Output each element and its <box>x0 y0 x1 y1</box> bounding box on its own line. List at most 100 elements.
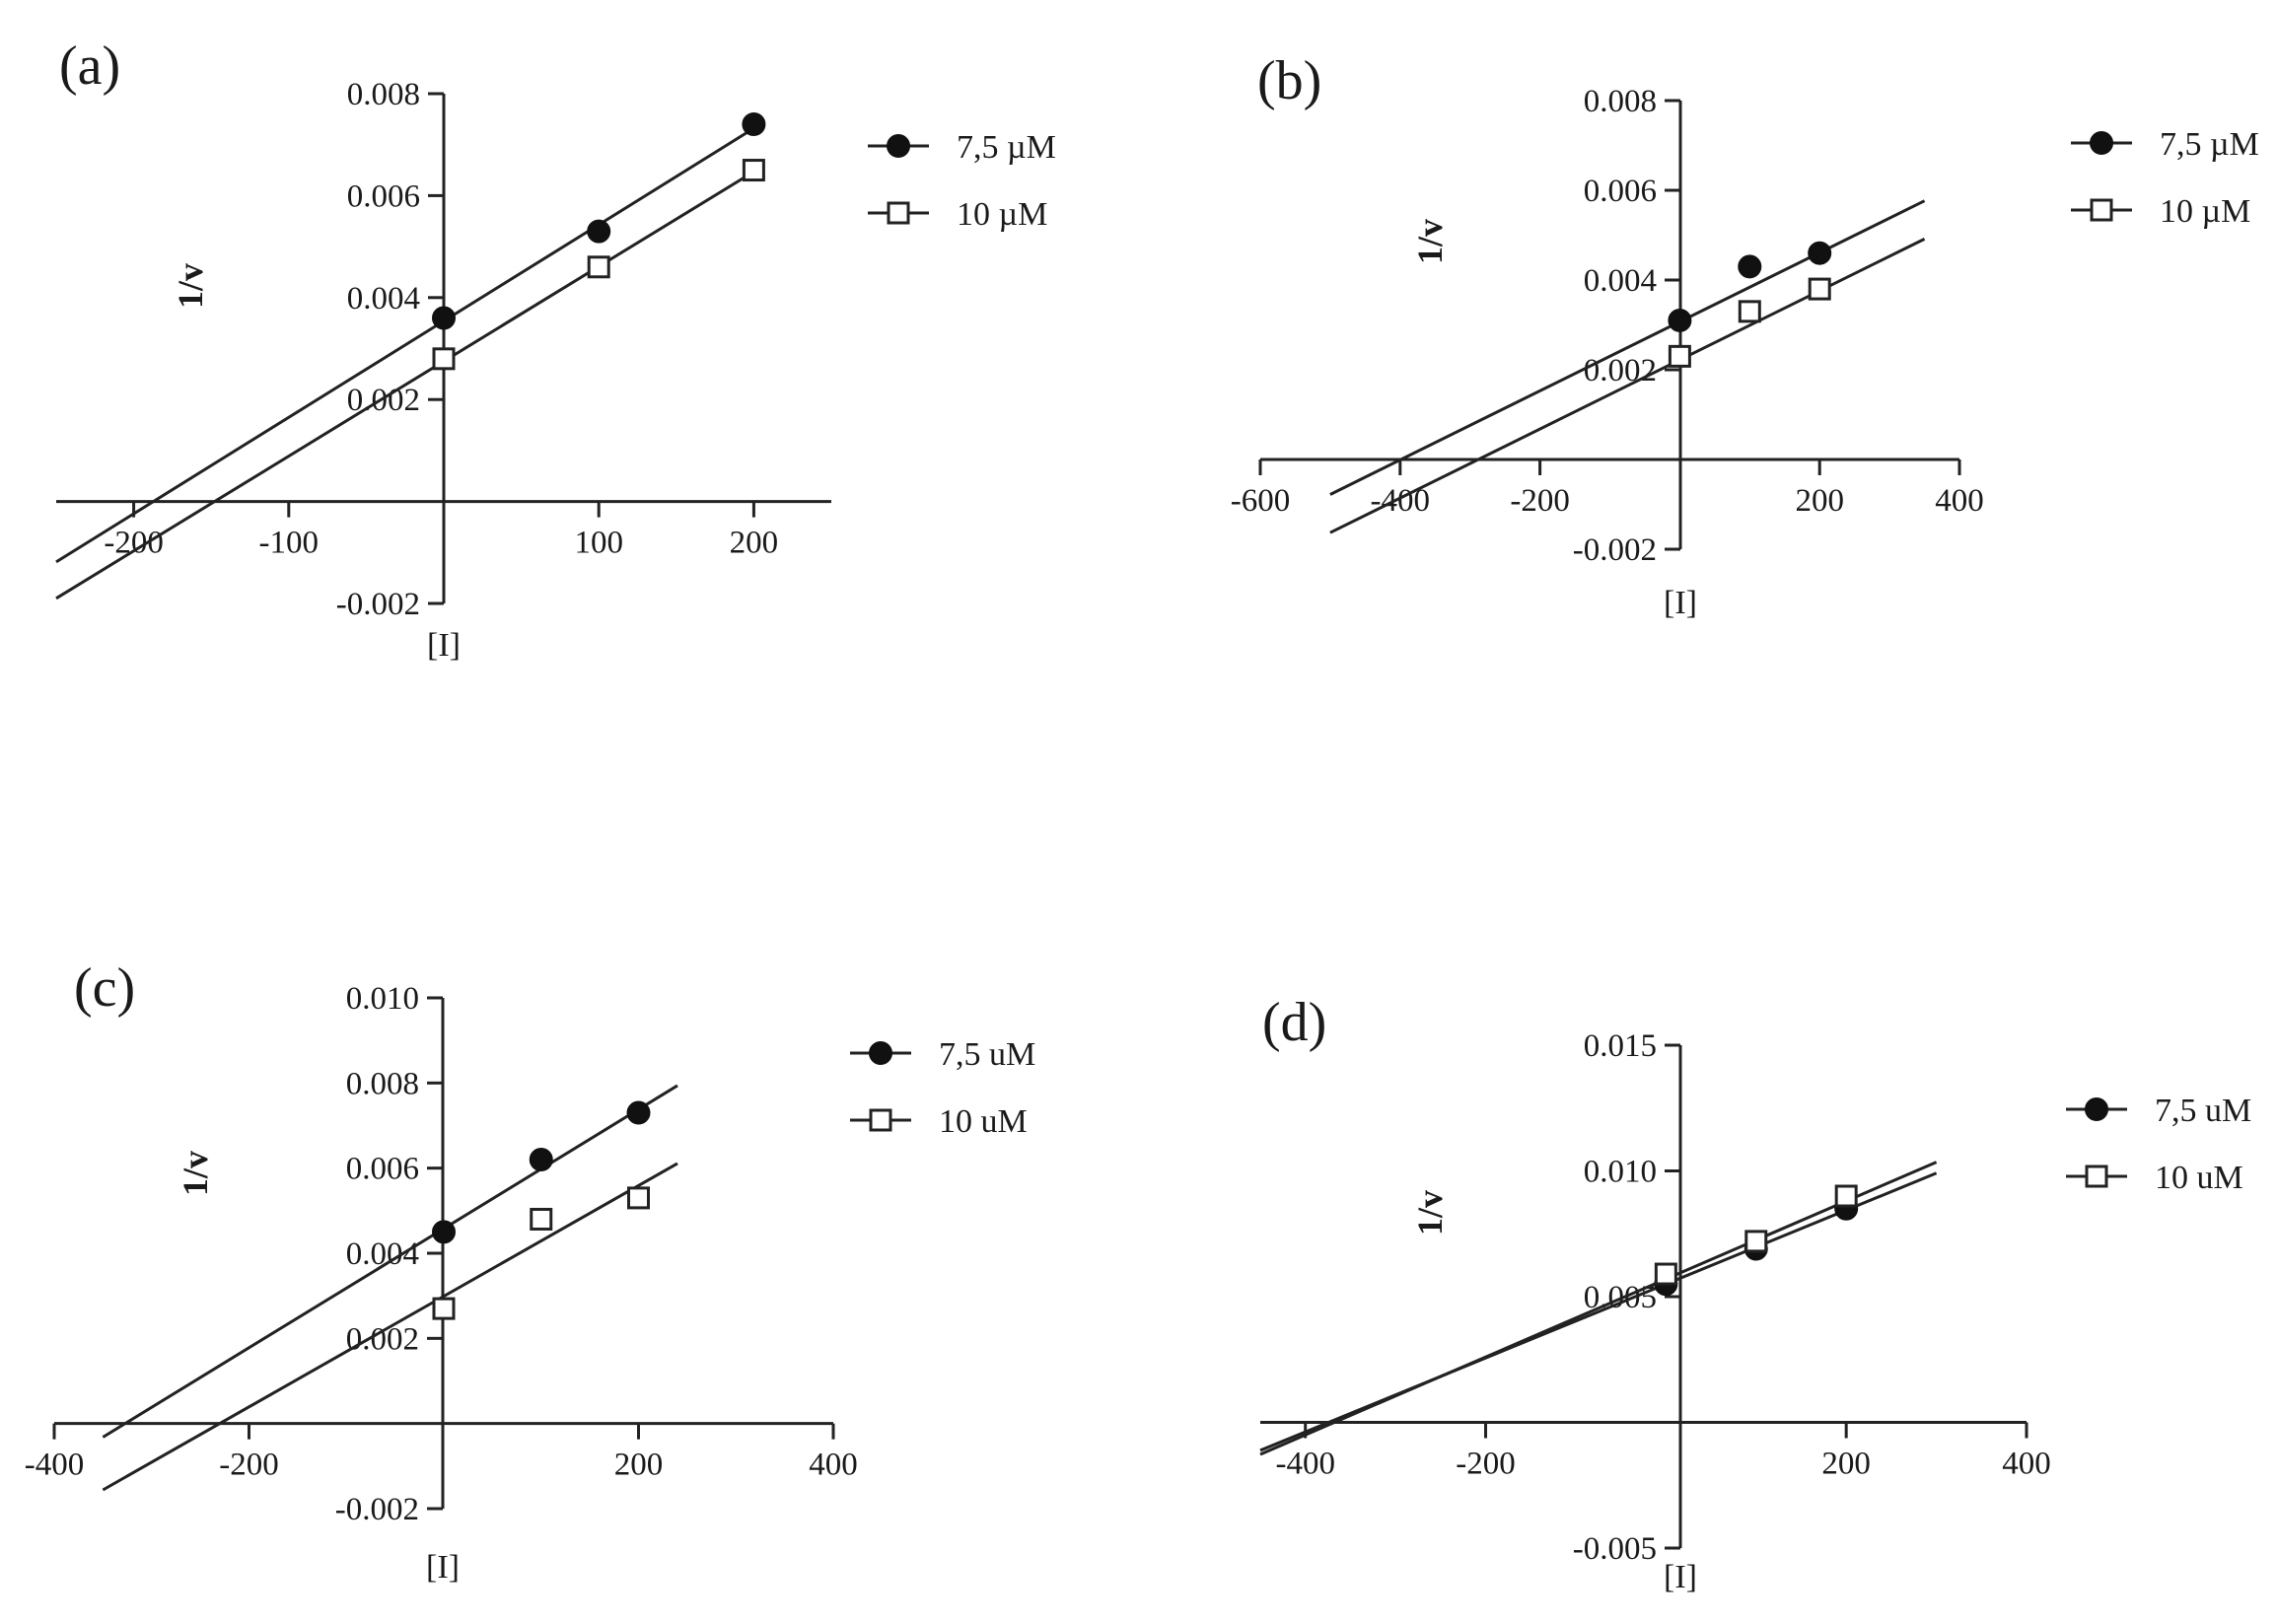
x-tick-label: 200 <box>1821 1447 1871 1482</box>
data-point-series-2 <box>1808 277 1831 301</box>
legend-label: 10 uM <box>939 1103 1028 1140</box>
legend-item: 7,5 µM <box>2071 126 2259 163</box>
panel-b: (b)-600 -400 -200 200 400-0.0020.0020.0040.0… <box>1231 50 2259 621</box>
data-point-series-1 <box>1738 254 1762 279</box>
data-point-series-2 <box>627 1186 650 1210</box>
panel-label: (a) <box>59 35 120 97</box>
legend-marker <box>2090 131 2113 155</box>
y-tick-label: -0.002 <box>1573 532 1657 568</box>
fit-line-series-2 <box>102 1162 678 1492</box>
data-point-series-1 <box>432 306 456 330</box>
data-point-series-2 <box>1744 1230 1768 1253</box>
x-tick-label: 100 <box>574 526 623 561</box>
panel-c: (c)-400 -200 200 400-0.0020.0020.0040.0060.… <box>25 957 1035 1586</box>
legend-label: 10 µM <box>957 196 1047 233</box>
x-axis-title: [I] <box>427 627 461 664</box>
legend-item: 10 uM <box>850 1103 1028 1140</box>
x-tick-label: -600 <box>1231 483 1291 519</box>
legend-item: 7,5 uM <box>2066 1093 2251 1129</box>
x-tick-label: 200 <box>614 1447 664 1483</box>
panel-a: (a)-200 -100 100 200-0.0020.0020.0040.0060.… <box>55 35 1056 664</box>
y-tick-label: -0.002 <box>335 1492 419 1527</box>
x-tick-label: -400 <box>1275 1447 1335 1482</box>
y-tick-label: 0.006 <box>347 178 420 214</box>
y-axis-title: 1/v <box>171 263 210 309</box>
data-point-series-1 <box>626 1100 651 1125</box>
legend-marker <box>869 1041 892 1065</box>
data-point-series-2 <box>432 1297 456 1320</box>
y-tick-label: 0.004 <box>347 281 420 317</box>
legend-label: 7,5 uM <box>2155 1093 2251 1129</box>
x-axis-title: [I] <box>1664 1559 1697 1595</box>
data-point-series-1 <box>587 219 611 244</box>
x-tick-label: -200 <box>219 1447 279 1483</box>
x-tick-label: -400 <box>25 1447 85 1483</box>
x-tick-label: -100 <box>259 526 320 561</box>
data-point-series-1 <box>1668 308 1692 332</box>
x-tick-label: -200 <box>1510 483 1570 519</box>
legend-item: 10 uM <box>2066 1160 2243 1196</box>
data-point-series-1 <box>529 1148 553 1172</box>
y-tick-label: 0.002 <box>346 1321 419 1357</box>
y-tick-label: 0.002 <box>1584 353 1657 388</box>
legend-marker <box>2085 1165 2108 1188</box>
data-point-series-2 <box>530 1207 553 1231</box>
x-tick-label: -200 <box>1456 1447 1516 1482</box>
fit-line-series-2 <box>55 170 755 600</box>
data-point-series-1 <box>432 1220 456 1244</box>
legend-item: 7,5 µM <box>868 129 1056 166</box>
fit-line-series-1 <box>55 126 755 564</box>
data-point-series-2 <box>587 255 610 279</box>
y-tick-label: 0.008 <box>1584 84 1657 119</box>
x-tick-label: -200 <box>104 526 164 561</box>
y-tick-label: -0.005 <box>1573 1531 1657 1567</box>
panel-d: (d)-400 -200 200 400-0.0050.0050.0100.015[I… <box>1259 992 2251 1595</box>
legend-item: 10 µM <box>2071 193 2250 230</box>
legend-label: 10 µM <box>2160 193 2250 230</box>
y-axis-title: 1/v <box>1410 219 1450 264</box>
x-tick-label: 200 <box>730 526 779 561</box>
panel-label: (d) <box>1262 992 1326 1053</box>
legend-marker <box>2085 1097 2108 1121</box>
x-tick-label: 200 <box>1795 483 1844 519</box>
legend-marker <box>887 134 910 158</box>
data-point-series-2 <box>1654 1262 1677 1286</box>
y-axis-title: 1/v <box>1410 1190 1450 1236</box>
legend-marker <box>869 1108 892 1132</box>
panel-label: (c) <box>74 957 135 1019</box>
legend-item: 7,5 uM <box>850 1036 1035 1073</box>
y-tick-label: 0.010 <box>1584 1155 1657 1190</box>
data-point-series-2 <box>742 159 765 182</box>
x-tick-label: 400 <box>2002 1447 2051 1482</box>
legend-label: 7,5 µM <box>957 129 1056 166</box>
data-point-series-2 <box>432 347 456 371</box>
legend-marker <box>887 201 910 225</box>
x-tick-label: 400 <box>1935 483 1984 519</box>
legend-label: 7,5 µM <box>2160 126 2259 163</box>
data-point-series-1 <box>1808 241 1832 265</box>
y-tick-label: 0.008 <box>346 1066 419 1101</box>
data-point-series-1 <box>742 112 766 137</box>
y-tick-label: 0.006 <box>346 1152 419 1187</box>
fit-line-series-1 <box>1259 1171 1938 1452</box>
y-tick-label: 0.008 <box>347 77 420 112</box>
x-axis-title: [I] <box>426 1549 460 1586</box>
x-tick-label: 400 <box>809 1447 858 1483</box>
panel-label: (b) <box>1257 50 1321 111</box>
legend-marker <box>2090 198 2113 222</box>
x-axis-title: [I] <box>1664 585 1697 621</box>
y-tick-label: 0.015 <box>1584 1028 1657 1064</box>
y-axis-title: 1/v <box>176 1151 215 1196</box>
legend-label: 10 uM <box>2155 1160 2243 1196</box>
y-tick-label: 0.004 <box>1584 263 1657 299</box>
data-point-series-2 <box>1738 300 1761 323</box>
legend-item: 10 µM <box>868 196 1047 233</box>
y-tick-label: -0.002 <box>336 587 420 622</box>
fit-line-series-1 <box>102 1084 678 1439</box>
data-point-series-2 <box>1668 344 1691 368</box>
legend-label: 7,5 uM <box>939 1036 1035 1073</box>
y-tick-label: 0.006 <box>1584 174 1657 209</box>
fit-line-series-2 <box>1259 1161 1938 1456</box>
y-tick-label: 0.010 <box>346 981 419 1017</box>
